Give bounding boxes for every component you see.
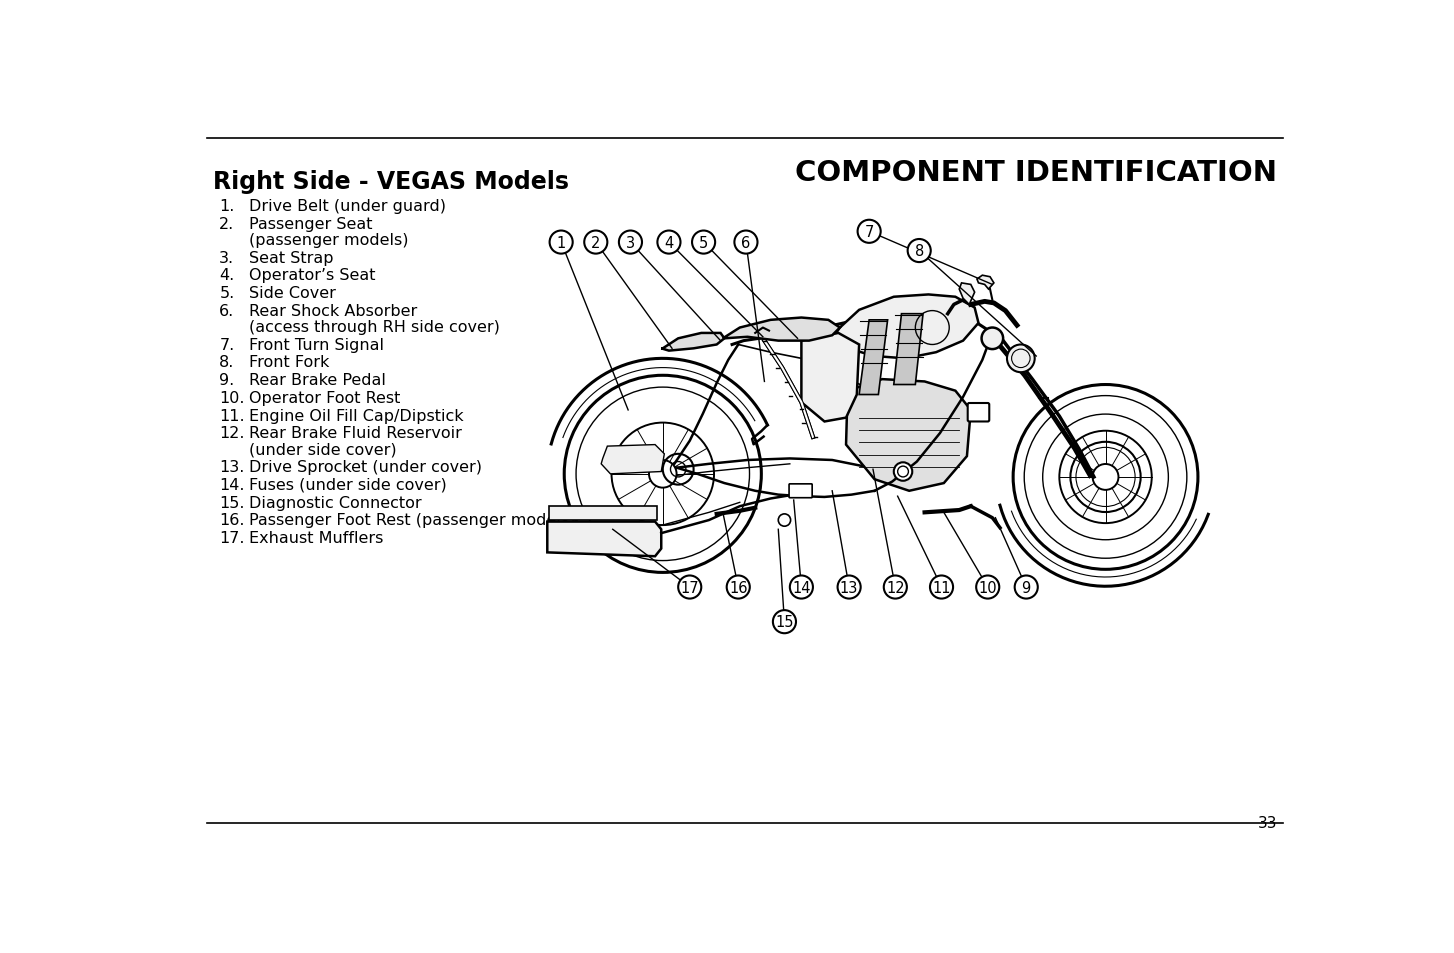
- Text: 3: 3: [625, 235, 635, 251]
- Text: Drive Sprocket (under cover): Drive Sprocket (under cover): [249, 459, 481, 475]
- Text: Seat Strap: Seat Strap: [249, 251, 333, 266]
- Polygon shape: [547, 522, 662, 557]
- Circle shape: [858, 220, 881, 244]
- Polygon shape: [960, 284, 974, 305]
- Text: 2.: 2.: [220, 216, 234, 232]
- Text: (access through RH side cover): (access through RH side cover): [249, 320, 499, 335]
- Polygon shape: [836, 295, 979, 359]
- Polygon shape: [801, 334, 859, 422]
- Text: Drive Belt (under guard): Drive Belt (under guard): [249, 199, 445, 214]
- Text: 33: 33: [1258, 815, 1277, 830]
- Text: 6: 6: [742, 235, 750, 251]
- Text: 17: 17: [680, 580, 699, 595]
- Text: Rear Shock Absorber: Rear Shock Absorber: [249, 304, 417, 318]
- Text: 12: 12: [885, 580, 904, 595]
- Polygon shape: [548, 507, 657, 520]
- Text: 11.: 11.: [220, 408, 244, 423]
- Text: 10: 10: [979, 580, 997, 595]
- Circle shape: [678, 576, 701, 598]
- Polygon shape: [859, 320, 887, 395]
- Text: Operator’s Seat: Operator’s Seat: [249, 268, 375, 283]
- Circle shape: [619, 232, 643, 254]
- Text: Engine Oil Fill Cap/Dipstick: Engine Oil Fill Cap/Dipstick: [249, 408, 464, 423]
- Text: 11: 11: [932, 580, 951, 595]
- Circle shape: [790, 576, 813, 598]
- Text: 16.: 16.: [220, 513, 244, 528]
- Text: 8: 8: [915, 244, 923, 259]
- Text: 5.: 5.: [220, 286, 234, 301]
- Text: 3.: 3.: [220, 251, 234, 266]
- Circle shape: [894, 463, 912, 481]
- Text: 6.: 6.: [220, 304, 234, 318]
- Text: Rear Brake Fluid Reservoir: Rear Brake Fluid Reservoir: [249, 426, 461, 441]
- Text: Right Side - VEGAS Models: Right Side - VEGAS Models: [214, 170, 569, 193]
- Circle shape: [576, 388, 749, 561]
- Circle shape: [1024, 396, 1186, 558]
- Circle shape: [734, 232, 758, 254]
- Circle shape: [884, 576, 907, 598]
- Text: 15.: 15.: [220, 496, 244, 510]
- Text: Operator Foot Rest: Operator Foot Rest: [249, 391, 400, 405]
- Text: 8.: 8.: [220, 355, 234, 370]
- Text: 15: 15: [775, 615, 794, 630]
- Text: 1: 1: [557, 235, 566, 251]
- Circle shape: [931, 576, 952, 598]
- Text: 9.: 9.: [220, 373, 234, 388]
- FancyBboxPatch shape: [968, 403, 989, 422]
- Circle shape: [657, 232, 680, 254]
- FancyBboxPatch shape: [790, 484, 813, 498]
- Circle shape: [907, 240, 931, 263]
- Polygon shape: [662, 334, 724, 352]
- Text: 10.: 10.: [220, 391, 244, 405]
- Circle shape: [727, 576, 750, 598]
- Text: 16: 16: [728, 580, 747, 595]
- Text: COMPONENT IDENTIFICATION: COMPONENT IDENTIFICATION: [795, 159, 1277, 187]
- Text: 7.: 7.: [220, 337, 234, 353]
- Text: Passenger Seat: Passenger Seat: [249, 216, 372, 232]
- Text: Side Cover: Side Cover: [249, 286, 336, 301]
- Text: 17.: 17.: [220, 531, 244, 545]
- Text: 14.: 14.: [220, 477, 244, 493]
- Text: 7: 7: [865, 225, 874, 239]
- Text: 2: 2: [592, 235, 601, 251]
- Circle shape: [692, 232, 715, 254]
- Text: 4.: 4.: [220, 268, 234, 283]
- Polygon shape: [723, 318, 840, 341]
- Text: 13: 13: [840, 580, 858, 595]
- Text: Front Fork: Front Fork: [249, 355, 329, 370]
- Text: Diagnostic Connector: Diagnostic Connector: [249, 496, 422, 510]
- Circle shape: [550, 232, 573, 254]
- Circle shape: [976, 576, 999, 598]
- Text: Rear Brake Pedal: Rear Brake Pedal: [249, 373, 385, 388]
- Circle shape: [1008, 345, 1035, 373]
- Text: Front Turn Signal: Front Turn Signal: [249, 337, 384, 353]
- Circle shape: [838, 576, 861, 598]
- Text: 12.: 12.: [220, 426, 244, 441]
- Text: 1.: 1.: [220, 199, 234, 214]
- Polygon shape: [977, 275, 995, 290]
- Text: 4: 4: [664, 235, 673, 251]
- Polygon shape: [894, 314, 923, 385]
- Circle shape: [981, 328, 1003, 350]
- Polygon shape: [846, 379, 971, 491]
- Circle shape: [1015, 576, 1038, 598]
- Polygon shape: [601, 445, 664, 475]
- Circle shape: [778, 515, 791, 527]
- Text: 13.: 13.: [220, 459, 244, 475]
- Text: Passenger Foot Rest (passenger models): Passenger Foot Rest (passenger models): [249, 513, 574, 528]
- Text: 14: 14: [792, 580, 811, 595]
- Text: 5: 5: [699, 235, 708, 251]
- Text: (under side cover): (under side cover): [249, 442, 395, 457]
- Text: Fuses (under side cover): Fuses (under side cover): [249, 477, 446, 493]
- Text: (passenger models): (passenger models): [249, 233, 409, 248]
- Circle shape: [585, 232, 608, 254]
- Text: Exhaust Mufflers: Exhaust Mufflers: [249, 531, 382, 545]
- Circle shape: [774, 611, 795, 634]
- Text: 9: 9: [1022, 580, 1031, 595]
